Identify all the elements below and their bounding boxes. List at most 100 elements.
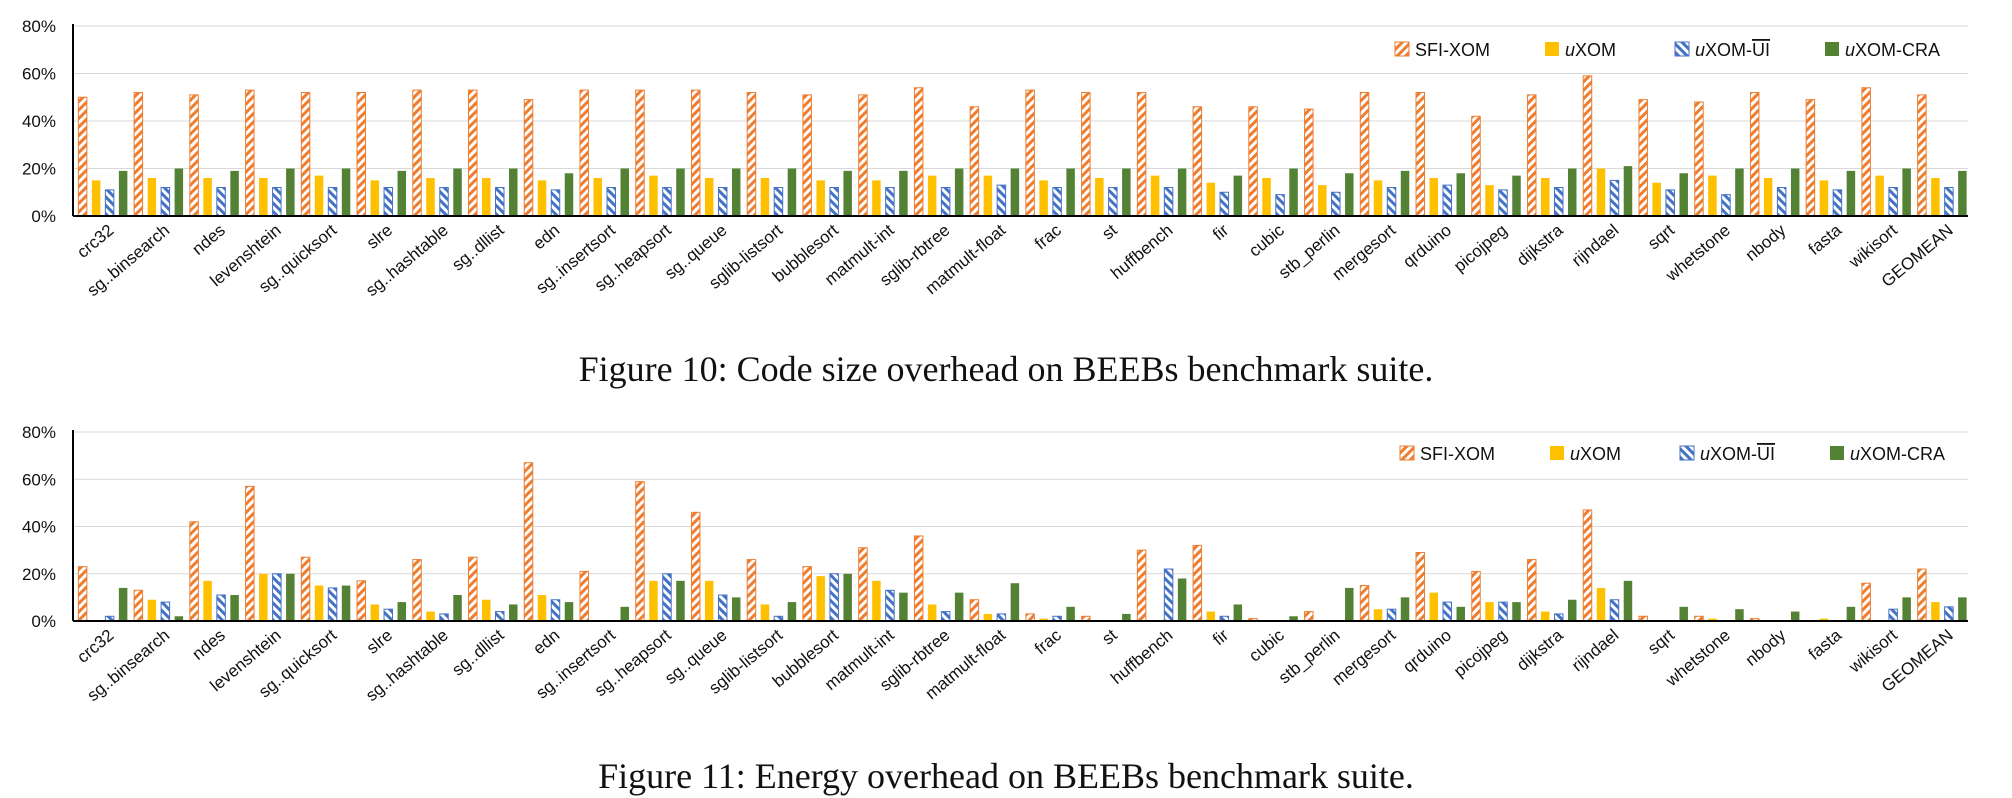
bar-uxom: [927, 604, 937, 621]
x-category-label: fir: [1209, 220, 1232, 244]
bar-uxom-cra: [1679, 606, 1688, 621]
x-category-label: sg..dllist: [448, 625, 507, 679]
bar-uxom-ui: [1498, 189, 1508, 217]
bar-sfi-xom: [635, 89, 645, 217]
bar-uxom-cra: [899, 592, 908, 621]
bar-uxom-cra: [230, 595, 239, 621]
legend-swatch-uxom-cra: [1830, 446, 1844, 460]
bar-uxom-cra: [118, 170, 128, 216]
bar-uxom-cra: [1010, 583, 1020, 621]
bar-uxom-cra: [1177, 168, 1187, 216]
bar-uxom-cra: [509, 168, 518, 216]
bar-uxom-ui: [885, 187, 895, 217]
bar-uxom-cra: [1010, 168, 1020, 216]
bar-uxom-ui: [327, 187, 338, 217]
bar-uxom: [760, 178, 770, 216]
figure-10-caption: Figure 10: Code size overhead on BEEBs b…: [578, 349, 1434, 389]
bar-sfi-xom: [245, 485, 255, 622]
bar-uxom-ui: [1442, 601, 1453, 622]
bar-sfi-xom: [412, 89, 422, 217]
bar-sfi-xom: [523, 462, 534, 622]
bar-uxom-ui: [383, 608, 394, 622]
bar-uxom: [983, 175, 993, 216]
bar-uxom-ui: [439, 613, 449, 622]
bar-uxom: [704, 580, 714, 621]
bar-sfi-xom: [690, 89, 701, 217]
bar-uxom-cra: [1512, 175, 1521, 216]
bar-uxom-ui: [885, 589, 895, 622]
bar-sfi-xom: [133, 589, 144, 622]
bar-uxom-ui: [662, 573, 672, 622]
bar-uxom-cra: [1233, 604, 1243, 621]
legend-label-uxom-ui: uXOM-UI: [1700, 444, 1775, 464]
bar-uxom: [983, 613, 993, 621]
bar-uxom-cra: [453, 595, 462, 621]
bar-uxom: [147, 178, 157, 216]
y-tick-label: 0%: [31, 207, 56, 226]
bar-uxom-cra: [787, 602, 797, 621]
bar-sfi-xom: [1359, 585, 1370, 622]
bar-uxom-ui: [829, 573, 839, 622]
y-tick-label: 0%: [31, 612, 56, 631]
y-tick-label: 20%: [22, 160, 56, 179]
bar-uxom-ui: [439, 187, 449, 217]
bar-uxom: [1708, 618, 1717, 621]
x-category-label: rijndael: [1568, 626, 1622, 676]
y-tick-label: 40%: [22, 112, 56, 131]
bar-uxom: [482, 599, 491, 621]
bar-uxom-cra: [1177, 578, 1187, 621]
bar-sfi-xom: [802, 566, 812, 622]
bar-uxom-cra: [1345, 587, 1354, 621]
x-category-label: qrduino: [1399, 626, 1455, 677]
x-category-label: frac: [1031, 625, 1065, 658]
bar-uxom: [1652, 182, 1661, 216]
bar-sfi-xom: [300, 92, 311, 217]
bar-uxom-cra: [341, 168, 351, 216]
bar-uxom: [760, 604, 770, 621]
bar-uxom-ui: [327, 587, 338, 622]
bar-uxom: [91, 180, 101, 216]
bar-uxom: [1429, 178, 1439, 216]
bar-sfi-xom: [1304, 108, 1314, 217]
bar-uxom: [649, 175, 658, 216]
bar-sfi-xom: [746, 559, 757, 622]
bar-uxom-cra: [453, 168, 462, 216]
y-tick-label: 80%: [22, 17, 56, 36]
bar-sfi-xom: [1136, 92, 1147, 217]
bar-uxom-cra: [1735, 168, 1744, 216]
bar-sfi-xom: [133, 92, 144, 217]
bar-uxom: [1708, 175, 1717, 216]
bar-uxom: [426, 611, 435, 621]
bar-sfi-xom: [356, 92, 367, 217]
x-category-label: ndes: [188, 626, 228, 664]
bar-uxom-ui: [829, 187, 839, 217]
bar-uxom: [537, 595, 547, 621]
bar-uxom-cra: [1567, 599, 1577, 621]
bar-uxom-cra: [1345, 173, 1354, 216]
bar-uxom: [704, 178, 714, 216]
y-tick-label: 20%: [22, 565, 56, 584]
bar-uxom-cra: [676, 168, 685, 216]
bar-uxom: [1485, 602, 1494, 621]
bar-uxom-ui: [1553, 187, 1564, 217]
bar-sfi-xom: [1304, 611, 1314, 622]
bar-uxom-cra: [1902, 168, 1911, 216]
bar-uxom-ui: [160, 187, 171, 217]
bar-sfi-xom: [913, 87, 924, 217]
x-category-label: dijkstra: [1513, 625, 1567, 675]
bar-sfi-xom: [189, 521, 199, 622]
x-category-label: qrduino: [1399, 221, 1455, 272]
bar-uxom-cra: [1846, 606, 1856, 621]
bar-sfi-xom: [1526, 94, 1537, 217]
bar-sfi-xom: [1192, 106, 1203, 217]
bar-uxom-cra: [1679, 173, 1688, 216]
bar-uxom: [1931, 178, 1940, 216]
bar-uxom-ui: [717, 187, 728, 217]
figure-11-caption: Figure 11: Energy overhead on BEEBs benc…: [598, 756, 1414, 796]
bar-uxom-cra: [1623, 166, 1633, 216]
bar-uxom-cra: [1233, 175, 1243, 216]
bar-sfi-xom: [1136, 549, 1147, 622]
legend-swatch-uxom-ui: [1679, 445, 1695, 461]
bar-uxom-cra: [1400, 597, 1410, 621]
